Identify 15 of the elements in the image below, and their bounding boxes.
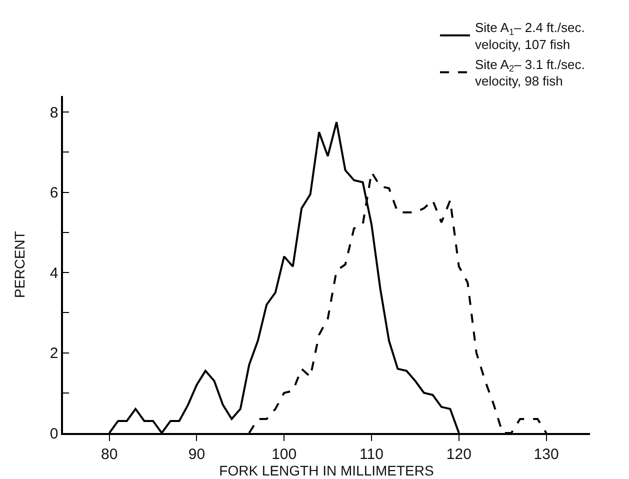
y-tick-label: 8 [50,104,58,122]
x-tick-label: 80 [100,446,118,463]
y-axis-title: PERCENT [12,230,28,298]
legend-label: Site A$_{1}$– 2.4 ft./sec. velocity, 107 fish [475,20,585,52]
y-tick-label: 0 [50,425,58,442]
x-tick-label: 100 [272,446,297,463]
y-tick-label: 2 [50,345,58,362]
x-tick-label: 90 [188,446,206,463]
x-axis-title: FORK LENGTH IN MILLIMETERS [219,462,434,479]
x-tick-label: 110 [360,446,384,463]
legend-label: Site A$_{2}$– 3.1 ft./sec. velocity, 98 fish [475,56,585,89]
x-tick-label: 130 [534,446,559,463]
x-tick-label: 120 [446,446,472,463]
y-tick-label: 6 [50,184,58,202]
y-tick-label: 4 [50,264,58,282]
